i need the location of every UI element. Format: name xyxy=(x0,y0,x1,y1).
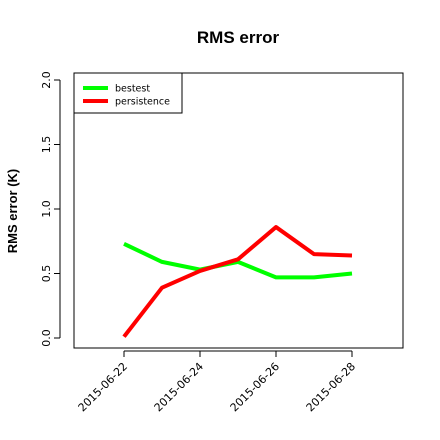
chart-title: RMS error xyxy=(197,28,280,47)
y-tick-label: 0.0 xyxy=(40,329,53,347)
plot-frame xyxy=(73,72,404,349)
y-tick-label: 1.0 xyxy=(40,200,53,218)
x-tick-label: 2015-06-26 xyxy=(228,360,282,414)
x-tick-label: 2015-06-28 xyxy=(304,360,358,414)
y-axis: 0.0 0.5 1.0 1.5 2.0 xyxy=(40,71,61,347)
series-line-persistence xyxy=(122,225,353,338)
x-tick-label: 2015-06-22 xyxy=(76,360,130,414)
y-tick-label: 1.5 xyxy=(40,136,53,154)
legend-label-persistence: persistence xyxy=(115,97,170,108)
legend-box xyxy=(73,72,183,114)
series-layer xyxy=(122,225,353,338)
x-axis: 2015-06-22 2015-06-24 2015-06-26 2015-06-28 xyxy=(76,350,358,414)
x-tick-label: 2015-06-24 xyxy=(152,360,206,414)
legend-label-bestest: bestest xyxy=(115,84,150,95)
legend: bestest persistence xyxy=(73,72,183,114)
y-tick-label: 2.0 xyxy=(40,71,53,89)
y-tick-label: 0.5 xyxy=(40,265,53,283)
y-axis-title: RMS error (K) xyxy=(5,169,20,254)
